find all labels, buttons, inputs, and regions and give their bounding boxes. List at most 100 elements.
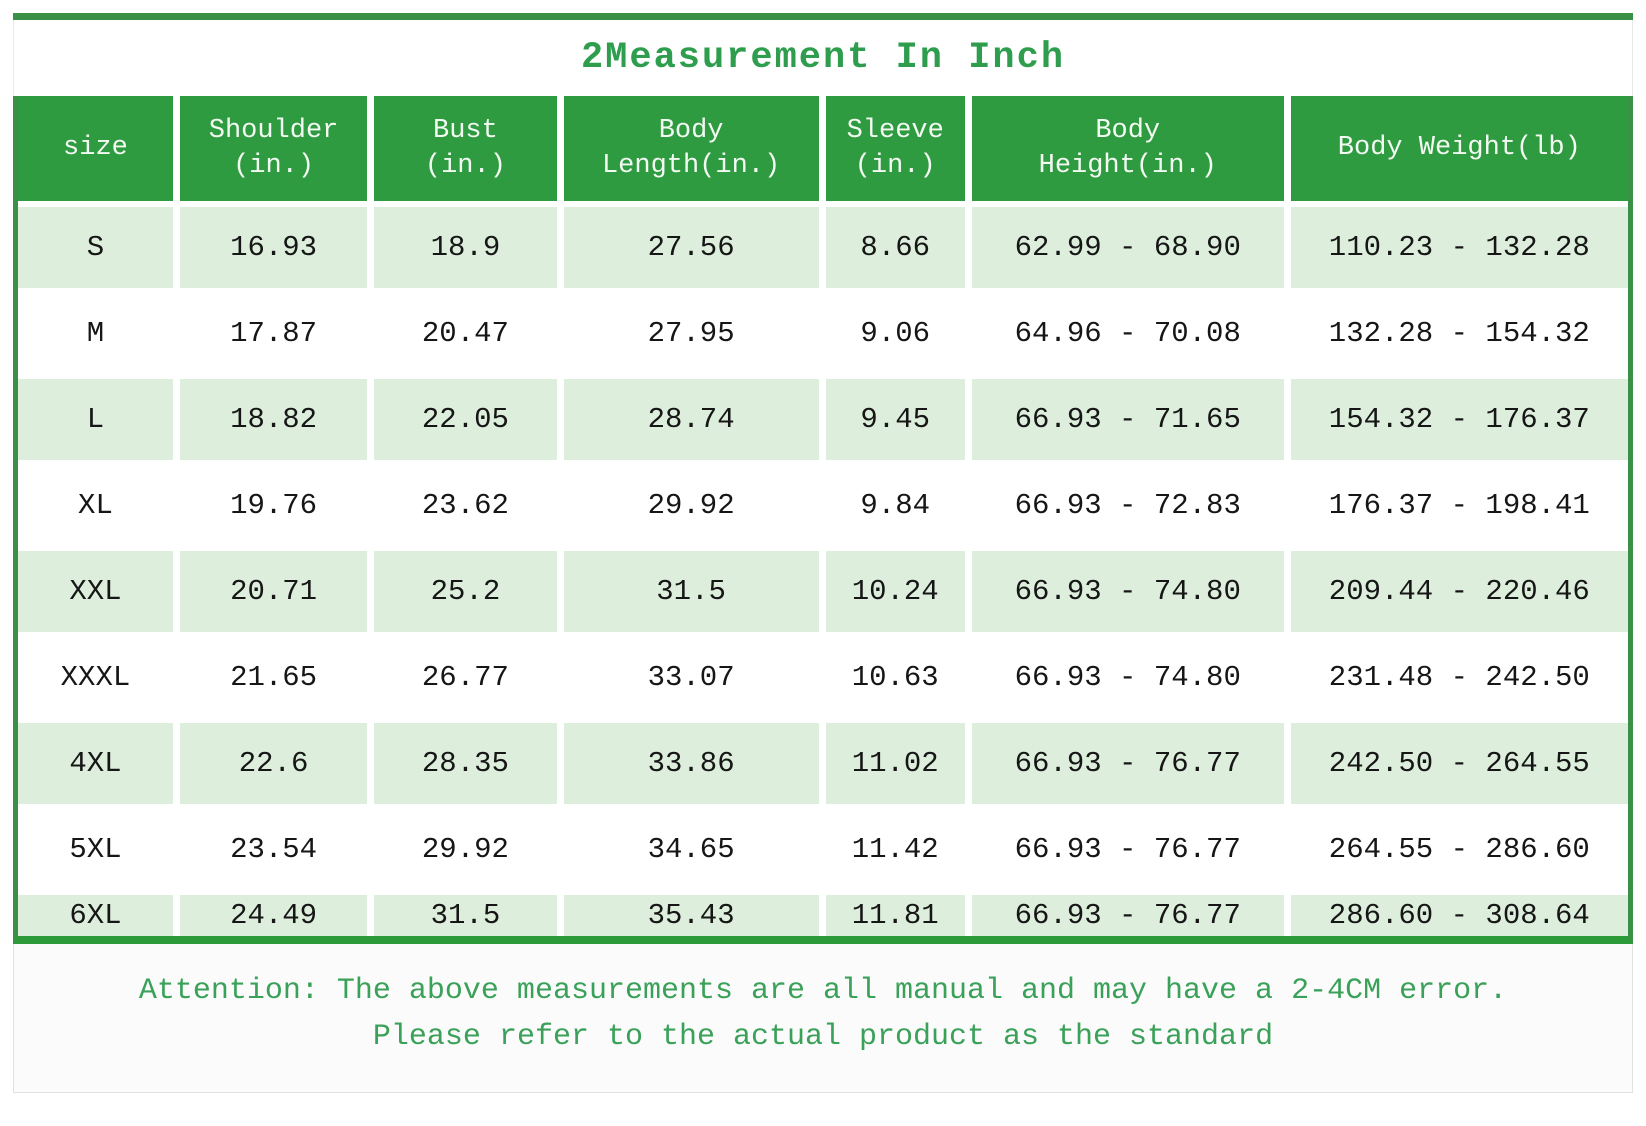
table-cell: 11.02 xyxy=(825,723,965,804)
attention-note: Attention: The above measurements are al… xyxy=(13,944,1633,1093)
table-cell: 66.93 - 76.77 xyxy=(1014,833,1241,866)
table-cell: 28.74 xyxy=(563,379,819,460)
header-label: size xyxy=(63,133,128,163)
table-cell: 25.2 xyxy=(374,551,557,632)
table-row: 4XL 22.6 28.35 33.86 11.02 66.93 - 76.77 242.5… xyxy=(18,723,1628,804)
table-cell: 242.50 - 264.55 xyxy=(1290,723,1628,804)
table-cell: 9.45 xyxy=(825,379,965,460)
table-row: 6XL 24.49 31.5 35.43 11.81 66.93 - 76.77 286.6… xyxy=(18,895,1628,936)
header-label: Bust xyxy=(433,115,498,146)
column-header-body-weight: Body Weight(lb) xyxy=(1290,96,1628,201)
column-header-sleeve: Sleeve (in.) xyxy=(825,96,965,201)
table-cell: 26.77 xyxy=(421,661,509,694)
header-label: Body Weight(lb) xyxy=(1337,133,1581,163)
size-chart-table: 2Measurement In Inch size Shoulder (in.)… xyxy=(13,13,1633,1093)
size-cell: S xyxy=(18,207,173,288)
size-cell: XL xyxy=(78,489,113,522)
table-cell: 22.6 xyxy=(179,723,368,804)
header-label: Length(in.) xyxy=(601,150,781,181)
column-header-shoulder: Shoulder (in.) xyxy=(179,96,368,201)
header-label: Height(in.) xyxy=(1038,150,1217,181)
table-cell: 209.44 - 220.46 xyxy=(1290,551,1628,632)
table-cell: 62.99 - 68.90 xyxy=(971,207,1284,288)
table-cell: 33.07 xyxy=(647,661,735,694)
table-row: S 16.93 18.9 27.56 8.66 62.99 - 68.90 110.23 -… xyxy=(18,207,1628,288)
table-cell: 132.28 - 154.32 xyxy=(1328,317,1590,350)
column-header-size: size xyxy=(18,96,173,201)
table-top-border xyxy=(13,13,1633,20)
table-cell: 66.93 - 72.83 xyxy=(1014,489,1241,522)
title-area: 2Measurement In Inch xyxy=(13,20,1633,96)
table-cell: 64.96 - 70.08 xyxy=(1014,317,1241,350)
table-cell: 176.37 - 198.41 xyxy=(1328,489,1590,522)
size-cell: XXXL xyxy=(60,661,131,694)
table-cell: 23.54 xyxy=(230,833,318,866)
header-label: (in.) xyxy=(233,150,315,181)
size-cell: 5XL xyxy=(69,833,122,866)
table-row: M 17.87 20.47 27.95 9.06 64.96 - 70.08 132.28 … xyxy=(18,293,1628,374)
table-cell: 34.65 xyxy=(647,833,735,866)
size-cell: 6XL xyxy=(18,895,173,936)
table-cell: 11.81 xyxy=(825,895,965,936)
column-header-body-length: Body Length(in.) xyxy=(563,96,819,201)
table-cell: 28.35 xyxy=(374,723,557,804)
table-rows: S 16.93 18.9 27.56 8.66 62.99 - 68.90 110.23 -… xyxy=(18,207,1628,936)
header-label: Body xyxy=(1095,115,1161,146)
table-cell: 19.76 xyxy=(230,489,318,522)
table-cell: 20.47 xyxy=(421,317,509,350)
header-label: (in.) xyxy=(854,150,936,181)
note-line-1: Attention: The above measurements are al… xyxy=(138,974,1508,1008)
table-cell: 286.60 - 308.64 xyxy=(1290,895,1628,936)
table-cell: 154.32 - 176.37 xyxy=(1290,379,1628,460)
table-cell: 31.5 xyxy=(374,895,557,936)
size-cell: L xyxy=(18,379,173,460)
table-cell: 110.23 - 132.28 xyxy=(1290,207,1628,288)
table-cell: 31.5 xyxy=(563,551,819,632)
table-row: XL 19.76 23.62 29.92 9.84 66.93 - 72.83 176.37… xyxy=(18,465,1628,546)
table-cell: 10.63 xyxy=(851,661,939,694)
table-cell: 264.55 - 286.60 xyxy=(1328,833,1590,866)
table-cell: 18.9 xyxy=(374,207,557,288)
header-label: Shoulder xyxy=(208,115,339,146)
table-cell: 27.56 xyxy=(563,207,819,288)
table-cell: 10.24 xyxy=(825,551,965,632)
header-label: Body xyxy=(658,115,724,146)
table-cell: 9.06 xyxy=(860,317,931,350)
table-row: XXXL 21.65 26.77 33.07 10.63 66.93 - 74.80 231… xyxy=(18,637,1628,718)
table-cell: 231.48 - 242.50 xyxy=(1328,661,1590,694)
table-body: size Shoulder (in.) Bust (in.) Body Leng… xyxy=(13,96,1633,944)
table-row: L 18.82 22.05 28.74 9.45 66.93 - 71.65 154.32 … xyxy=(18,379,1628,460)
table-cell: 66.93 - 76.77 xyxy=(971,895,1284,936)
header-label: (in.) xyxy=(424,150,506,181)
table-cell: 29.92 xyxy=(421,833,509,866)
table-cell: 35.43 xyxy=(563,895,819,936)
table-row: XXL 20.71 25.2 31.5 10.24 66.93 - 74.80 209.44… xyxy=(18,551,1628,632)
table-cell: 17.87 xyxy=(230,317,318,350)
note-line-2: Please refer to the actual product as th… xyxy=(372,1020,1274,1054)
table-cell: 27.95 xyxy=(647,317,735,350)
size-cell: XXL xyxy=(18,551,173,632)
table-cell: 29.92 xyxy=(647,489,735,522)
table-cell: 18.82 xyxy=(179,379,368,460)
column-header-bust: Bust (in.) xyxy=(374,96,557,201)
table-cell: 66.93 - 71.65 xyxy=(971,379,1284,460)
table-cell: 20.71 xyxy=(179,551,368,632)
table-cell: 24.49 xyxy=(179,895,368,936)
size-cell: 4XL xyxy=(18,723,173,804)
table-cell: 8.66 xyxy=(825,207,965,288)
table-cell: 9.84 xyxy=(860,489,931,522)
table-cell: 21.65 xyxy=(230,661,318,694)
column-header-body-height: Body Height(in.) xyxy=(971,96,1284,201)
header-label: Sleeve xyxy=(846,115,944,146)
table-cell: 16.93 xyxy=(179,207,368,288)
table-row: 5XL 23.54 29.92 34.65 11.42 66.93 - 76.77 264.… xyxy=(18,809,1628,890)
header-row: size Shoulder (in.) Bust (in.) Body Leng… xyxy=(18,96,1628,201)
table-cell: 66.93 - 76.77 xyxy=(971,723,1284,804)
table-cell: 66.93 - 74.80 xyxy=(1014,661,1241,694)
table-cell: 11.42 xyxy=(851,833,939,866)
table-cell: 66.93 - 74.80 xyxy=(971,551,1284,632)
size-cell: M xyxy=(86,317,105,350)
table-cell: 33.86 xyxy=(563,723,819,804)
table-title: 2Measurement In Inch xyxy=(580,37,1066,79)
table-cell: 23.62 xyxy=(421,489,509,522)
